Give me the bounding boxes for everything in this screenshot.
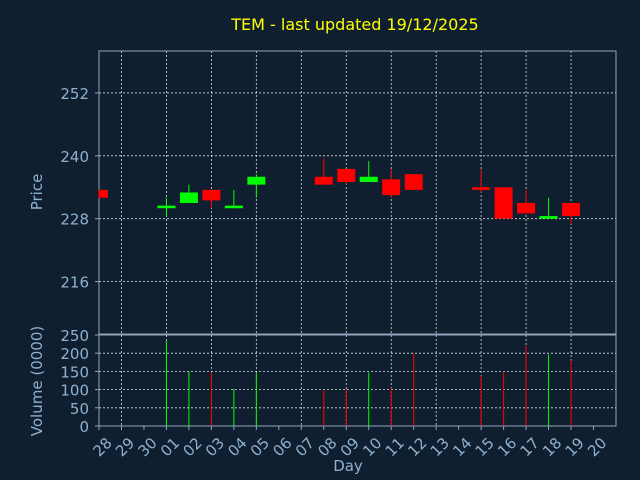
candle-body [202, 189, 221, 201]
candle [382, 168, 401, 198]
candle [494, 187, 513, 219]
candle-body [247, 176, 266, 185]
candle-body [562, 202, 581, 217]
candle [472, 168, 491, 193]
price-tick-label: 216 [60, 274, 89, 292]
candle [202, 189, 221, 209]
price-tick-label: 252 [60, 85, 89, 103]
candles-group [98, 158, 581, 224]
candle [98, 189, 108, 198]
candle [404, 174, 423, 190]
chart-title: TEM - last updated 19/12/2025 [230, 15, 478, 34]
candle [337, 168, 356, 185]
candle-body [359, 176, 378, 183]
volume-panel-frame [98, 334, 617, 427]
volume-tick-label: 250 [60, 327, 89, 345]
price-axis-label: Price [28, 174, 46, 211]
candle [179, 184, 198, 203]
candle-body [404, 174, 423, 190]
candle-body [382, 179, 401, 196]
volume-bars-group [165, 340, 572, 426]
price-panel-frame [98, 50, 617, 335]
candle [517, 189, 536, 214]
candle-body [224, 205, 243, 209]
volume-tick-label: 50 [70, 400, 89, 418]
candle-body [99, 189, 108, 198]
volume-axis-label: Volume (0000) [28, 326, 46, 436]
price-tick-label: 228 [60, 211, 89, 229]
candle [539, 197, 558, 219]
candle [314, 158, 333, 185]
x-axis-label: Day [333, 457, 363, 475]
candle-body [494, 187, 513, 219]
candle-body [337, 168, 356, 183]
volume-tick-label: 0 [79, 418, 89, 436]
volume-tick-label: 200 [60, 345, 89, 363]
candle-body [314, 176, 333, 185]
candle-body [472, 187, 491, 190]
price-tick-label: 240 [60, 148, 89, 166]
price-axis: 216 228 240 252 [60, 85, 99, 292]
x-tick-label: 20 [584, 434, 610, 460]
candle-body [539, 216, 558, 219]
candle-body [517, 202, 536, 214]
volume-tick-label: 150 [60, 363, 89, 381]
candle-body [179, 192, 198, 203]
candle [359, 161, 378, 183]
volume-tick-label: 100 [60, 382, 89, 400]
candle [247, 174, 266, 198]
candle [562, 202, 581, 224]
x-axis: 2829300102030405060708091011121314151617… [90, 426, 610, 460]
candle [224, 189, 243, 209]
grid-layer [99, 51, 616, 426]
candle-body [157, 205, 176, 209]
candle [157, 197, 176, 217]
